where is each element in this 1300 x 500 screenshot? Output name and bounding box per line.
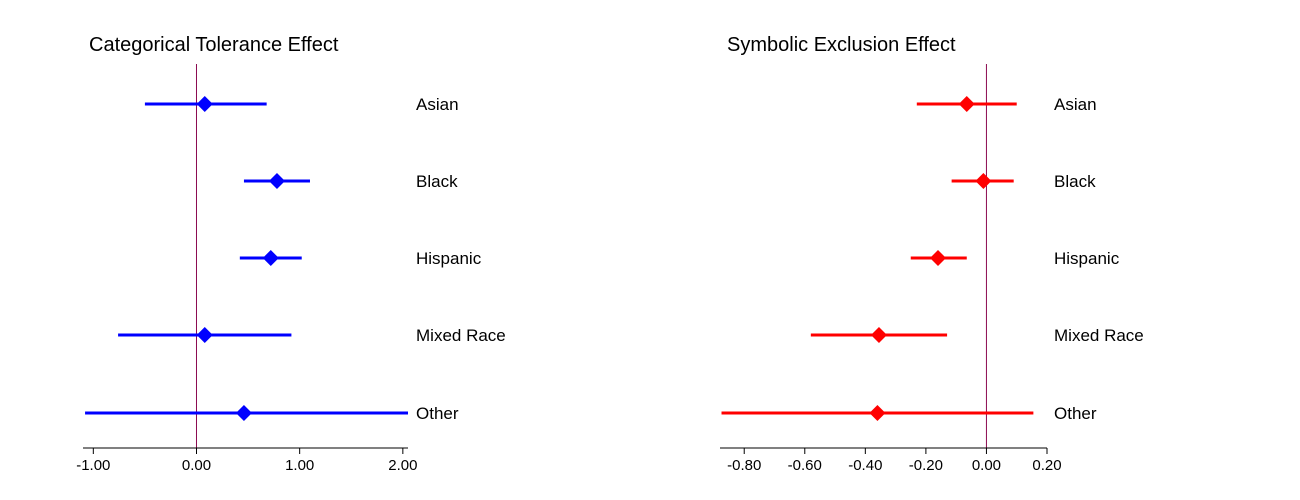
category-label: Mixed Race [416,326,506,345]
category-label: Hispanic [416,249,482,268]
x-tick-label: -0.40 [848,457,882,474]
point-estimate-marker [196,327,213,343]
category-label: Black [1054,172,1096,191]
category-label: Black [416,172,458,191]
x-tick-label: -0.80 [727,457,761,474]
panel-title: Categorical Tolerance Effect [89,34,339,56]
category-label: Other [416,404,459,423]
point-estimate-marker [975,173,992,189]
point-estimate-marker [196,96,213,112]
x-tick-label: 0.00 [182,457,211,474]
panel-categorical-tolerance: Categorical Tolerance Effect -1.00 0.00 1.… [76,34,506,474]
point-estimate-marker [235,405,252,421]
point-estimate-marker [930,250,946,266]
x-tick-label: 0.20 [1032,457,1061,474]
point-estimate-marker [869,405,886,421]
x-tick-label: -1.00 [76,457,110,474]
category-label: Hispanic [1054,249,1120,268]
x-tick-label: 1.00 [285,457,314,474]
category-label: Asian [416,95,459,114]
point-estimate-marker [870,327,887,343]
category-label: Other [1054,404,1097,423]
panel-title: Symbolic Exclusion Effect [727,34,956,56]
x-tick-label: 2.00 [388,457,417,474]
x-tick-label: -0.60 [788,457,822,474]
point-estimate-marker [262,250,279,266]
category-label: Asian [1054,95,1097,114]
category-label: Mixed Race [1054,326,1144,345]
x-tick-label: -0.20 [909,457,943,474]
point-estimate-marker [958,96,975,112]
x-tick-label: 0.00 [972,457,1001,474]
panel-symbolic-exclusion: Symbolic Exclusion Effect -0.80 -0.60 -0.4… [720,34,1144,474]
point-estimate-marker [268,173,285,189]
